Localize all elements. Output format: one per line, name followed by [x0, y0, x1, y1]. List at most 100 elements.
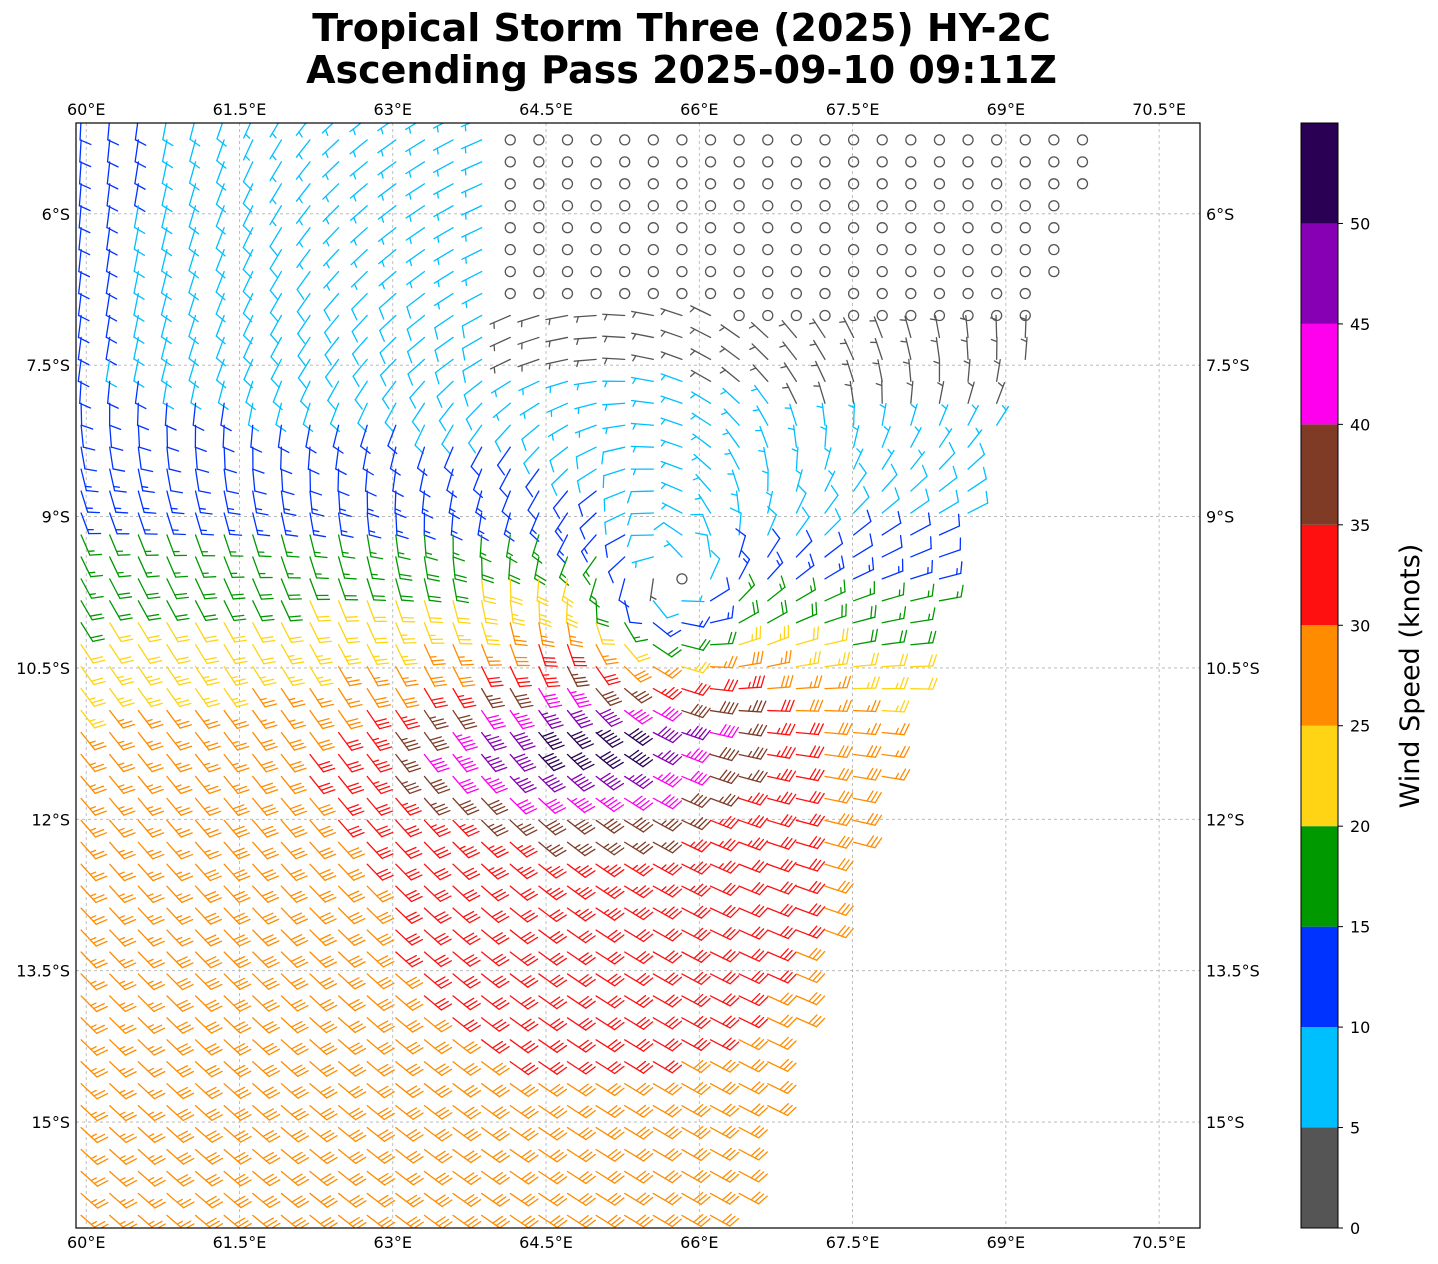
wind-barb [379, 336, 397, 365]
wind-barb [881, 745, 911, 758]
barb-feather [779, 881, 789, 892]
wind-barb [538, 819, 567, 836]
wind-barb [1019, 156, 1031, 168]
barb-shaft [223, 600, 235, 622]
barb-shaft [223, 534, 232, 557]
barb-feather [783, 994, 793, 1004]
barb-feather [754, 994, 765, 1005]
barb-feather [812, 927, 822, 938]
barb-shaft [80, 512, 90, 535]
barb-shaft [441, 424, 454, 445]
wind-barb [433, 227, 454, 244]
barb-feather [236, 980, 249, 988]
chart-subtitle: Ascending Pass 2025-09-10 09:11Z [306, 48, 1057, 92]
barb-half-feather [971, 404, 977, 411]
barb-half-feather [283, 508, 291, 511]
barb-shaft [407, 358, 426, 375]
wind-barb [566, 1017, 596, 1031]
barb-feather [233, 956, 246, 963]
wind-barb [309, 556, 329, 580]
barb-feather [408, 1022, 421, 1030]
barb-shaft [77, 292, 82, 317]
wind-barb [452, 644, 475, 666]
wind-barb [533, 265, 545, 278]
wind-barb [423, 731, 450, 751]
barb-half-feather [747, 840, 753, 847]
wind-barb [595, 622, 616, 645]
barb-feather [77, 358, 90, 366]
barb-feather [756, 700, 763, 713]
barb-feather [635, 907, 647, 916]
barb-feather [519, 866, 532, 874]
barb-shaft [468, 424, 483, 444]
calm-circle [905, 265, 917, 278]
barb-shaft [223, 753, 239, 773]
wind-barb [109, 600, 133, 621]
barb-shaft [624, 709, 643, 725]
barb-shaft [460, 183, 483, 194]
barb-feather [378, 871, 391, 878]
barb-shaft [433, 227, 454, 240]
barb-feather [702, 685, 711, 696]
wind-barb [460, 183, 483, 198]
wind-barb [166, 995, 194, 1012]
wind-barb [366, 885, 394, 903]
barb-half-feather [231, 762, 239, 766]
wind-barb [405, 248, 426, 267]
barb-feather [265, 767, 279, 773]
wind-barb [681, 905, 711, 919]
barb-half-feather [316, 676, 324, 679]
barb-feather [771, 528, 781, 540]
barb-shaft [579, 512, 597, 529]
barb-shaft [423, 753, 439, 773]
barb-shaft [738, 535, 747, 558]
barb-shaft [910, 642, 934, 646]
barb-feather [439, 916, 452, 924]
barb-feather [161, 182, 173, 191]
calm-circle [962, 222, 974, 234]
barb-half-feather [694, 497, 702, 500]
wind-barb [573, 336, 597, 346]
wind-barb [505, 534, 518, 564]
wind-barb [652, 622, 682, 638]
wind-barb [681, 883, 711, 897]
barb-feather [668, 710, 679, 720]
barb-feather [465, 935, 478, 943]
barb-feather [232, 890, 245, 897]
barb-feather [808, 813, 817, 825]
barb-feather [122, 767, 136, 773]
barb-feather [232, 635, 245, 640]
barb-shaft [384, 402, 397, 424]
barb-shaft [242, 248, 254, 271]
barb-shaft [78, 227, 82, 251]
barb-feather [759, 840, 769, 851]
barb-shaft [624, 600, 631, 623]
barb-shaft [137, 731, 153, 751]
wind-barb [366, 709, 392, 730]
barb-feather [694, 682, 703, 694]
barb-shaft [566, 995, 587, 1009]
barb-feather [813, 791, 821, 804]
calm-circle [1019, 134, 1031, 146]
calm-circle [762, 309, 774, 322]
barb-feather [811, 603, 814, 617]
barb-shaft [280, 775, 296, 795]
barb-shaft [452, 775, 469, 794]
barb-feather [324, 376, 333, 388]
wind-barb [767, 575, 786, 602]
barb-feather [290, 912, 303, 919]
barb-feather [433, 825, 446, 831]
wind-barb [738, 723, 768, 737]
barb-shaft [223, 578, 234, 600]
barb-shaft [296, 227, 311, 246]
barb-shaft [332, 424, 340, 448]
barb-feather [302, 423, 314, 433]
wind-barb [296, 292, 311, 322]
barb-half-feather [989, 317, 997, 321]
wind-barb [252, 951, 280, 969]
barb-feather [292, 703, 306, 708]
barb-feather [378, 704, 391, 708]
wind-barb [1048, 265, 1060, 278]
barb-shaft [252, 819, 268, 838]
barb-half-feather [298, 153, 303, 160]
